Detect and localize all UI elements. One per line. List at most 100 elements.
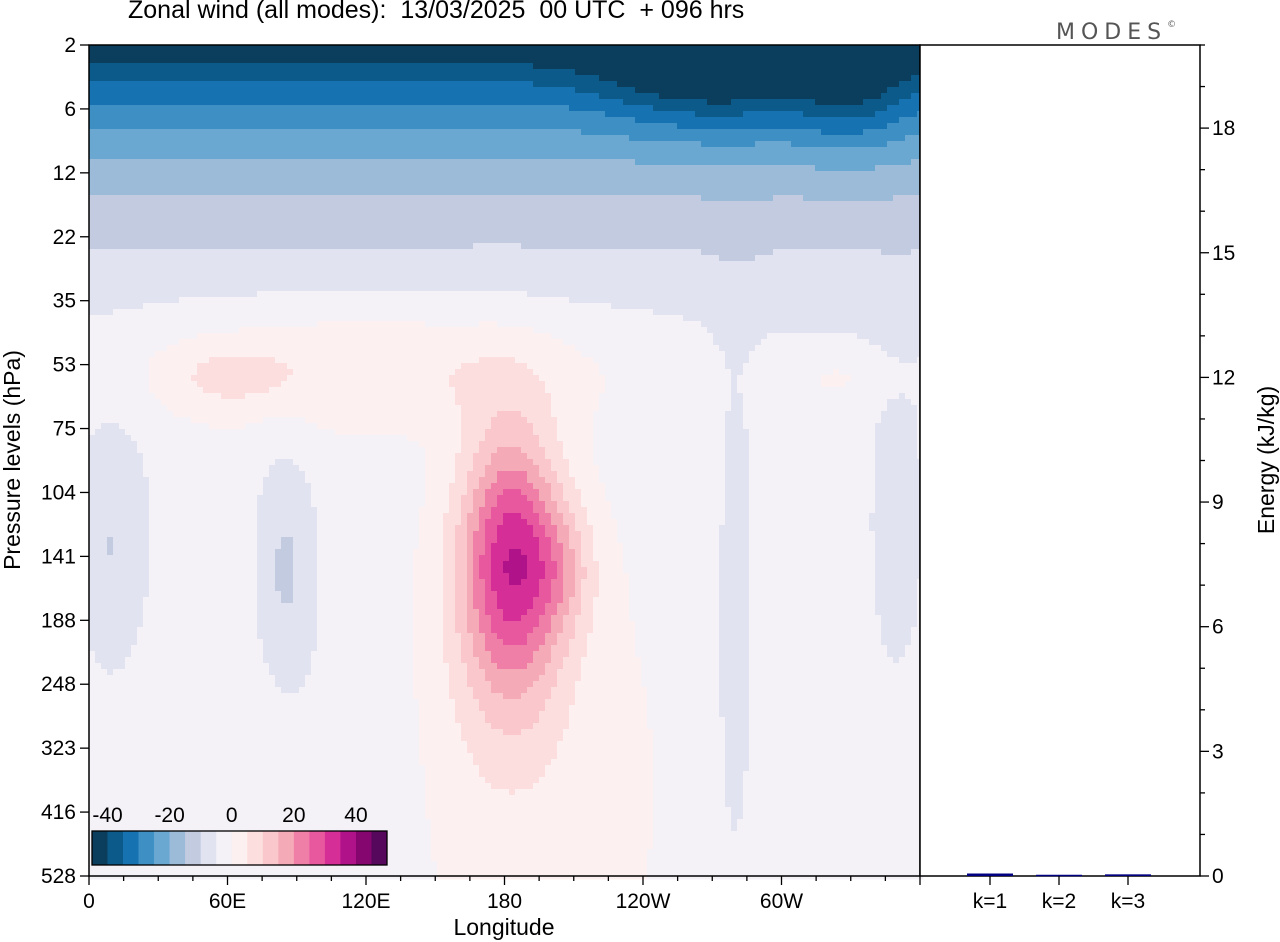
heatmap-cell	[317, 105, 324, 112]
heatmap-cell	[203, 201, 210, 208]
heatmap-cell	[347, 129, 354, 136]
heatmap-cell	[311, 183, 318, 190]
heatmap-cell	[647, 51, 654, 58]
heatmap-cell	[161, 225, 168, 232]
heatmap-cell	[221, 195, 228, 202]
heatmap-cell	[197, 195, 204, 202]
heatmap-cell	[845, 249, 852, 256]
heatmap-cell	[443, 165, 450, 172]
heatmap-cell	[503, 231, 510, 238]
heatmap-cell	[287, 249, 294, 256]
heatmap-cell	[425, 147, 432, 154]
heatmap-cell	[599, 93, 606, 100]
heatmap-cell	[785, 171, 792, 178]
heatmap-cell	[257, 111, 264, 118]
heatmap-cell	[143, 75, 150, 82]
heatmap-cell	[713, 135, 720, 142]
heatmap-cell	[287, 63, 294, 70]
heatmap-cell	[425, 51, 432, 58]
heatmap-cell	[557, 75, 564, 82]
heatmap-cell	[281, 81, 288, 88]
heatmap-cell	[557, 87, 564, 94]
heatmap-cell	[191, 165, 198, 172]
heatmap-cell	[707, 105, 714, 112]
heatmap-cell	[383, 81, 390, 88]
heatmap-cell	[323, 237, 330, 244]
heatmap-cell	[473, 63, 480, 70]
heatmap-cell	[827, 105, 834, 112]
heatmap-cell	[113, 243, 120, 250]
heatmap-cell	[827, 219, 834, 226]
heatmap-cell	[617, 189, 624, 196]
heatmap-cell	[251, 45, 258, 52]
heatmap-cell	[473, 171, 480, 178]
heatmap-cell	[353, 141, 360, 148]
heatmap-cell	[239, 207, 246, 214]
heatmap-cell	[389, 117, 396, 124]
heatmap-cell	[101, 249, 108, 256]
heatmap-cell	[671, 159, 678, 166]
heatmap-cell	[461, 207, 468, 214]
heatmap-cell	[335, 129, 342, 136]
heatmap-cell	[299, 57, 306, 64]
heatmap-cell	[281, 129, 288, 136]
heatmap-cell	[233, 135, 240, 142]
heatmap-cell	[635, 231, 642, 238]
heatmap-cell	[395, 165, 402, 172]
heatmap-cell	[809, 177, 816, 184]
heatmap-cell	[533, 171, 540, 178]
heatmap-cell	[365, 135, 372, 142]
heatmap-cell	[449, 219, 456, 226]
heatmap-cell	[161, 81, 168, 88]
heatmap-cell	[743, 105, 750, 112]
heatmap-cell	[233, 153, 240, 160]
heatmap-cell	[425, 201, 432, 208]
heatmap-cell	[215, 105, 222, 112]
heatmap-cell	[785, 255, 792, 262]
heatmap-cell	[137, 153, 144, 160]
heatmap-cell	[269, 123, 276, 130]
heatmap-cell	[731, 123, 738, 130]
heatmap-cell	[155, 249, 162, 256]
heatmap-cell	[755, 57, 762, 64]
heatmap-cell	[167, 87, 174, 94]
heatmap-cell	[227, 177, 234, 184]
heatmap-cell	[479, 183, 486, 190]
heatmap-cell	[659, 177, 666, 184]
heatmap-cell	[695, 171, 702, 178]
heatmap-cell	[125, 105, 132, 112]
heatmap-cell	[443, 129, 450, 136]
heatmap-cell	[689, 153, 696, 160]
heatmap-cell	[797, 213, 804, 220]
heatmap-cell	[821, 75, 828, 82]
heatmap-cell	[569, 129, 576, 136]
heatmap-cell	[887, 129, 894, 136]
heatmap-cell	[833, 177, 840, 184]
heatmap-cell	[539, 153, 546, 160]
heatmap-cell	[287, 69, 294, 76]
heatmap-cell	[371, 117, 378, 124]
heatmap-cell	[209, 111, 216, 118]
heatmap-cell	[503, 153, 510, 160]
heatmap-cell	[569, 99, 576, 106]
heatmap-cell	[383, 237, 390, 244]
heatmap-cell	[881, 117, 888, 124]
heatmap-cell	[749, 81, 756, 88]
heatmap-cell	[725, 213, 732, 220]
heatmap-cell	[467, 255, 474, 262]
heatmap-cell	[425, 153, 432, 160]
heatmap-cell	[665, 57, 672, 64]
heatmap-cell	[317, 159, 324, 166]
heatmap-cell	[89, 153, 96, 160]
heatmap-cell	[515, 63, 522, 70]
heatmap-cell	[245, 123, 252, 130]
heatmap-cell	[221, 189, 228, 196]
heatmap-cell	[635, 135, 642, 142]
heatmap-cell	[767, 255, 774, 262]
heatmap-cell	[191, 147, 198, 154]
heatmap-cell	[647, 105, 654, 112]
heatmap-cell	[509, 183, 516, 190]
heatmap-cell	[407, 129, 414, 136]
heatmap-cell	[707, 237, 714, 244]
heatmap-cell	[401, 249, 408, 256]
